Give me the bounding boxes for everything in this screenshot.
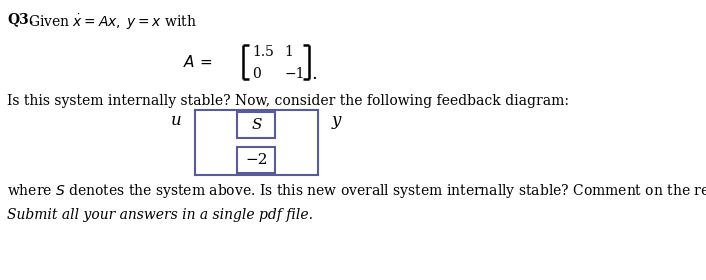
Text: Given $\dot{x} = Ax,\;  y = x$ with: Given $\dot{x} = Ax,\; y = x$ with <box>28 12 197 32</box>
Text: −2: −2 <box>245 153 268 167</box>
Text: .: . <box>311 65 318 83</box>
Text: u: u <box>171 112 181 129</box>
Text: S: S <box>251 118 262 132</box>
Text: y: y <box>331 112 340 129</box>
Text: Submit all your answers in a single pdf file.: Submit all your answers in a single pdf … <box>7 208 313 222</box>
Bar <box>237 147 275 173</box>
Text: −1: −1 <box>285 67 305 81</box>
Text: 0: 0 <box>252 67 261 81</box>
Text: 1: 1 <box>285 45 294 59</box>
Bar <box>237 112 275 138</box>
Text: where $S$ denotes the system above. Is this new overall system internally stable: where $S$ denotes the system above. Is t… <box>7 182 706 200</box>
Text: Q3.: Q3. <box>7 12 34 26</box>
Text: $A\, =$: $A\, =$ <box>183 54 213 70</box>
Text: 1.5: 1.5 <box>252 45 274 59</box>
Text: Is this system internally stable? Now, consider the following feedback diagram:: Is this system internally stable? Now, c… <box>7 94 569 108</box>
